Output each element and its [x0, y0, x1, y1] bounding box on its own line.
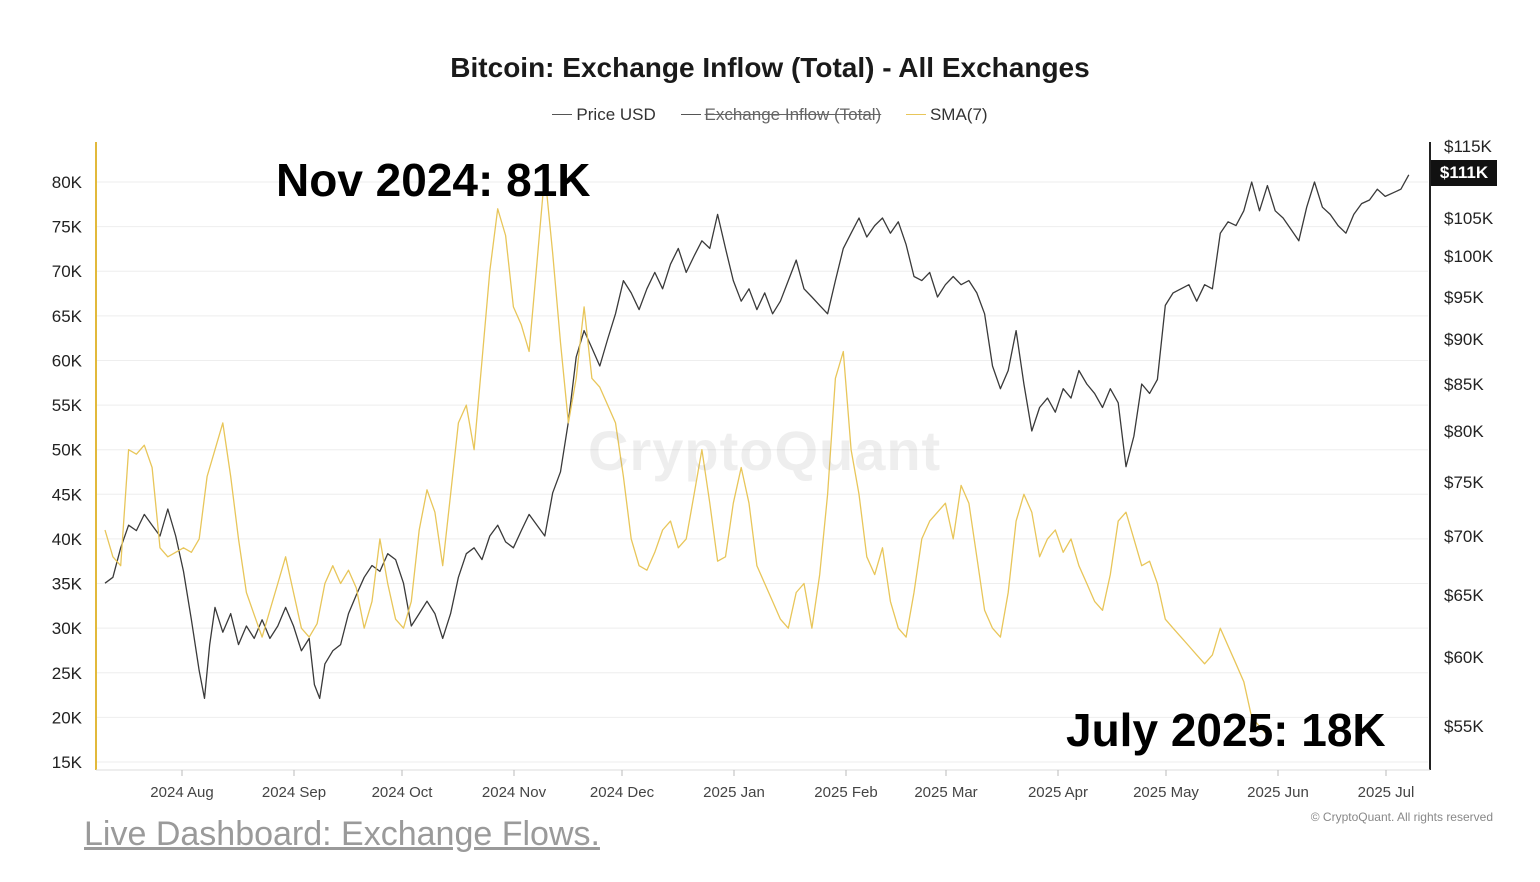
x-tick-label: 2025 Jun	[1247, 784, 1309, 801]
x-tick-label: 2025 May	[1133, 784, 1199, 801]
live-dashboard-link[interactable]: Live Dashboard: Exchange Flows.	[84, 815, 600, 853]
last-price-tag: $111K	[1431, 160, 1497, 186]
y-right-tick-label: $95K	[1444, 288, 1484, 307]
y-right-tick-label: $85K	[1444, 375, 1484, 394]
y-left-tick-label: 15K	[52, 753, 83, 772]
sma7-line	[104, 172, 1268, 736]
x-tick-label: 2024 Aug	[150, 784, 213, 801]
legend-swatch-sma	[905, 114, 926, 115]
y-right-tick-label: $105K	[1444, 209, 1494, 228]
y-left-tick-label: 50K	[52, 441, 83, 460]
legend-label-sma: SMA(7)	[929, 104, 988, 124]
x-tick-label: 2024 Dec	[590, 784, 655, 801]
watermark: CryptoQuant	[588, 419, 942, 482]
legend: Price USD Exchange Inflow (Total) SMA(7)	[0, 100, 1540, 125]
copyright: © CryptoQuant. All rights reserved	[1310, 810, 1493, 824]
legend-item-sma[interactable]: SMA(7)	[905, 104, 988, 125]
chart-title: Bitcoin: Exchange Inflow (Total) - All E…	[450, 52, 1090, 83]
y-left-tick-label: 35K	[52, 575, 83, 594]
y-right-tick-label: $115K	[1444, 137, 1493, 156]
y-right-tick-label: $65K	[1444, 586, 1484, 605]
x-tick-label: 2024 Sep	[262, 784, 326, 801]
annotation-july-2025: July 2025: 18K	[1066, 704, 1386, 756]
x-tick-label: 2025 Jul	[1358, 784, 1415, 801]
x-tick-label: 2024 Oct	[372, 784, 434, 801]
y-right-tick-label: $100K	[1444, 247, 1494, 266]
y-right-tick-label: $70K	[1444, 527, 1484, 546]
left-axis-ticks: 15K 20K 25K 30K 35K 40K 45K 50K 55K 60K 65K 70K 75K 8…	[52, 173, 83, 772]
axes	[95, 142, 1431, 771]
y-right-tick-label: $60K	[1444, 648, 1484, 667]
x-axis-ticks: 2024 Aug 2024 Sep 2024 Oct 2024 Nov 2024 Dec…	[150, 770, 1414, 801]
y-left-tick-label: 80K	[52, 173, 83, 192]
y-right-tick-label: $90K	[1444, 330, 1484, 349]
legend-swatch-price	[552, 114, 573, 115]
x-tick-label: 2025 Apr	[1028, 784, 1088, 801]
annotations: Nov 2024: 81K July 2025: 18K	[276, 154, 1386, 756]
legend-label-price: Price USD	[576, 104, 656, 124]
series-layer	[104, 172, 1410, 736]
legend-label-inflow: Exchange Inflow (Total)	[704, 104, 882, 124]
x-tick-label: 2024 Nov	[482, 784, 547, 801]
y-left-tick-label: 75K	[52, 218, 83, 237]
legend-item-price[interactable]: Price USD	[552, 104, 656, 125]
price-usd-line	[104, 174, 1410, 700]
y-left-tick-label: 65K	[52, 307, 83, 326]
y-left-tick-label: 40K	[52, 530, 83, 549]
y-left-tick-label: 25K	[52, 664, 83, 683]
y-left-tick-label: 45K	[52, 485, 83, 504]
gridlines	[96, 181, 1428, 763]
right-axis-ticks: $55K $60K $65K $70K $75K $80K $85K $90K $95K $100…	[1444, 137, 1494, 736]
y-left-tick-label: 60K	[52, 351, 83, 370]
legend-swatch-inflow	[680, 114, 701, 115]
x-tick-label: 2025 Feb	[814, 784, 877, 801]
y-left-tick-label: 20K	[52, 708, 83, 727]
y-right-tick-label: $80K	[1444, 422, 1484, 441]
y-right-tick-label: $75K	[1444, 473, 1484, 492]
x-tick-label: 2025 Jan	[703, 784, 765, 801]
y-left-tick-label: 55K	[52, 396, 83, 415]
x-tick-label: 2025 Mar	[914, 784, 977, 801]
y-right-tick-label: $55K	[1444, 717, 1484, 736]
y-left-tick-label: 30K	[52, 619, 83, 638]
legend-item-inflow[interactable]: Exchange Inflow (Total)	[680, 104, 882, 125]
annotation-nov-2024: Nov 2024: 81K	[276, 154, 591, 206]
y-left-tick-label: 70K	[52, 262, 83, 281]
